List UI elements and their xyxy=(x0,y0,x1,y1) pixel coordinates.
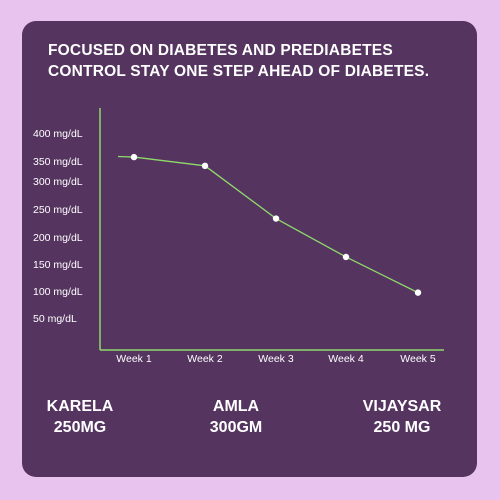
ingredient-vijaysar: VIJAYSAR 250 MG xyxy=(352,396,452,438)
series-group xyxy=(117,153,422,296)
y-tick-label: 250 mg/dL xyxy=(33,204,83,216)
y-tick-label: 400 mg/dL xyxy=(33,128,83,140)
headline-line-1: FOCUSED ON DIABETES AND PREDIABETES xyxy=(48,42,393,59)
x-tick-label: Week 3 xyxy=(258,353,294,365)
ingredient-name: AMLA xyxy=(212,398,260,415)
ingredient-karela: KARELA 250MG xyxy=(40,396,120,438)
x-tick-labels: Week 1 Week 2 Week 3 Week 4 Week 5 xyxy=(116,353,436,365)
data-point xyxy=(272,215,280,222)
data-point xyxy=(342,253,350,261)
ingredient-dose: 250 MG xyxy=(373,419,431,436)
y-tick-label: 100 mg/dL xyxy=(33,286,83,298)
headline: FOCUSED ON DIABETES AND PREDIABETES CONT… xyxy=(48,40,468,82)
x-tick-label: Week 1 xyxy=(116,353,152,365)
content-card xyxy=(22,21,477,477)
y-tick-label: 350 mg/dL xyxy=(33,156,83,168)
data-point xyxy=(414,289,422,296)
x-tick-label: Week 5 xyxy=(400,353,436,365)
data-point xyxy=(130,153,138,161)
y-tick-label: 300 mg/dL xyxy=(33,176,83,188)
ingredient-amla: AMLA 300GM xyxy=(196,396,276,438)
x-tick-label: Week 2 xyxy=(187,353,223,365)
y-tick-label: 200 mg/dL xyxy=(33,232,83,244)
ingredient-dose: 300GM xyxy=(209,419,263,436)
y-tick-labels: 400 mg/dL 350 mg/dL 300 mg/dL 250 mg/dL 200 … xyxy=(33,128,83,325)
chart-axes xyxy=(99,108,444,351)
ingredient-name: KARELA xyxy=(46,398,114,415)
series-line xyxy=(117,155,419,294)
ingredient-dose: 250MG xyxy=(53,419,107,436)
data-point xyxy=(201,162,209,169)
ingredient-name: VIJAYSAR xyxy=(362,398,442,415)
y-tick-label: 150 mg/dL xyxy=(33,259,83,271)
x-tick-label: Week 4 xyxy=(328,353,364,365)
y-tick-label: 50 mg/dL xyxy=(33,313,77,325)
headline-line-2: CONTROL STAY ONE STEP AHEAD OF DIABETES. xyxy=(48,63,430,80)
